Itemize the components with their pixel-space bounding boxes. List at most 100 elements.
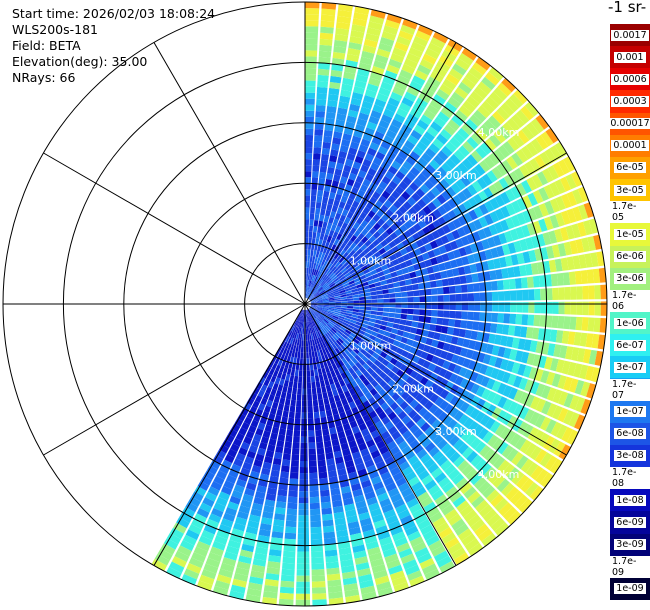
radar-gate-cell: [356, 390, 365, 398]
radar-gate-cell: [389, 253, 397, 261]
radar-gate-cell: [577, 221, 587, 237]
radar-gate-cell: [306, 279, 308, 286]
radar-gate-cell: [389, 293, 396, 298]
radar-gate-cell: [334, 419, 342, 427]
radar-gate-cell: [205, 491, 217, 502]
radar-gate-cell: [510, 185, 522, 199]
radar-gate-cell: [332, 218, 339, 226]
radar-gate-cell: [346, 232, 354, 240]
radar-gate-cell: [427, 42, 443, 55]
radar-gate-cell: [269, 475, 279, 484]
radar-gate-cell: [341, 357, 348, 365]
radar-gate-cell: [477, 528, 493, 542]
radar-gate-cell: [528, 249, 537, 263]
radar-gate-cell: [428, 143, 440, 154]
radar-gate-cell: [547, 343, 556, 357]
radar-gate-cell: [301, 418, 307, 425]
radar-gate-cell: [405, 471, 417, 482]
radar-gate-cell: [336, 207, 344, 215]
radar-gate-cell: [312, 159, 320, 166]
radar-gate-cell: [324, 347, 330, 354]
radar-gate-cell: [234, 418, 243, 427]
colorbar-tick-label: 1e-08: [614, 494, 646, 506]
radar-gate-cell: [499, 219, 510, 232]
radar-gate-cell: [393, 237, 402, 245]
radar-gate-cell: [341, 417, 349, 425]
radar-gate-cell: [385, 170, 395, 180]
radar-gate-cell: [243, 436, 253, 445]
radar-gate-cell: [329, 282, 336, 288]
radar-gate-cell: [348, 440, 357, 449]
radar-gate-cell: [363, 316, 370, 322]
radar-gate-cell: [457, 266, 466, 276]
radar-gate-cell: [554, 228, 564, 243]
radar-gate-cell: [316, 86, 328, 94]
radar-gate-cell: [318, 315, 324, 321]
radar-gate-cell: [298, 503, 309, 510]
radar-gate-cell: [260, 397, 268, 406]
radar-gate-cell: [296, 569, 310, 576]
radar-gate-cell: [413, 223, 422, 232]
radar-gate-cell: [417, 172, 428, 183]
radar-gate-cell: [360, 278, 368, 284]
colorbar-level-21: 1e-08: [610, 489, 650, 512]
radar-gate-cell: [433, 154, 445, 166]
radar-gate-cell: [455, 477, 469, 490]
radar-gate-cell: [420, 114, 433, 126]
radar-gate-cell: [364, 292, 371, 297]
radar-gate-cell: [318, 258, 323, 265]
radar-gate-cell: [344, 503, 356, 512]
radar-gate-cell: [247, 520, 260, 529]
radar-gate-cell: [526, 276, 534, 288]
radar-gate-cell: [341, 258, 348, 266]
radar-gate-cell: [405, 395, 415, 405]
radar-gate-cell: [328, 249, 334, 257]
radar-gate-cell: [419, 296, 426, 303]
radar-gate-cell: [231, 423, 241, 433]
radar-gate-cell: [344, 287, 352, 292]
radar-gate-cell: [427, 212, 437, 222]
radar-gate-cell: [305, 86, 316, 93]
radar-gate-cell: [252, 387, 260, 395]
radar-gate-cell: [390, 445, 401, 456]
radar-gate-cell: [334, 297, 341, 301]
radar-gate-cell: [433, 365, 442, 375]
radar-gate-cell: [266, 399, 273, 408]
radar-gate-cell: [507, 242, 517, 254]
radar-gate-cell: [337, 337, 344, 344]
radar-gate-cell: [353, 229, 361, 238]
radar-gate-cell: [384, 435, 394, 445]
radar-gate-cell: [315, 238, 320, 245]
radar-gate-cell: [334, 279, 341, 285]
radar-gate-cell: [405, 385, 415, 395]
radar-gate-cell: [444, 174, 455, 186]
radar-gate-cell: [490, 517, 506, 532]
radar-gate-cell: [222, 439, 232, 449]
radar-gate-cell: [505, 203, 516, 216]
radar-gate-cell: [492, 438, 504, 451]
radar-gate-cell: [309, 295, 314, 300]
radar-gate-cell: [247, 582, 263, 591]
radar-gate-cell: [380, 320, 388, 326]
radar-gate-cell: [322, 307, 329, 311]
radar-gate-cell: [291, 325, 295, 332]
radar-gate-cell: [484, 71, 500, 86]
radar-gate-cell: [301, 315, 304, 322]
radar-gate-cell: [277, 403, 284, 411]
radar-gate-cell: [347, 300, 354, 304]
radar-gate-cell: [490, 493, 504, 508]
radar-gate-cell: [580, 381, 591, 397]
radar-gate-cell: [340, 326, 347, 332]
radar-gate-cell: [401, 191, 411, 201]
radar-gate-cell: [492, 234, 502, 246]
radar-gate-cell: [393, 451, 404, 461]
radar-gate-cell: [310, 321, 314, 328]
radar-gate-cell: [322, 196, 329, 204]
radar-gate-cell: [509, 313, 517, 325]
radar-gate-cell: [328, 597, 344, 605]
radar-gate-cell: [558, 444, 571, 460]
radar-gate-cell: [497, 396, 508, 409]
radar-gate-cell: [407, 409, 418, 419]
radar-gate-cell: [274, 415, 282, 423]
radar-gate-cell: [332, 288, 339, 292]
